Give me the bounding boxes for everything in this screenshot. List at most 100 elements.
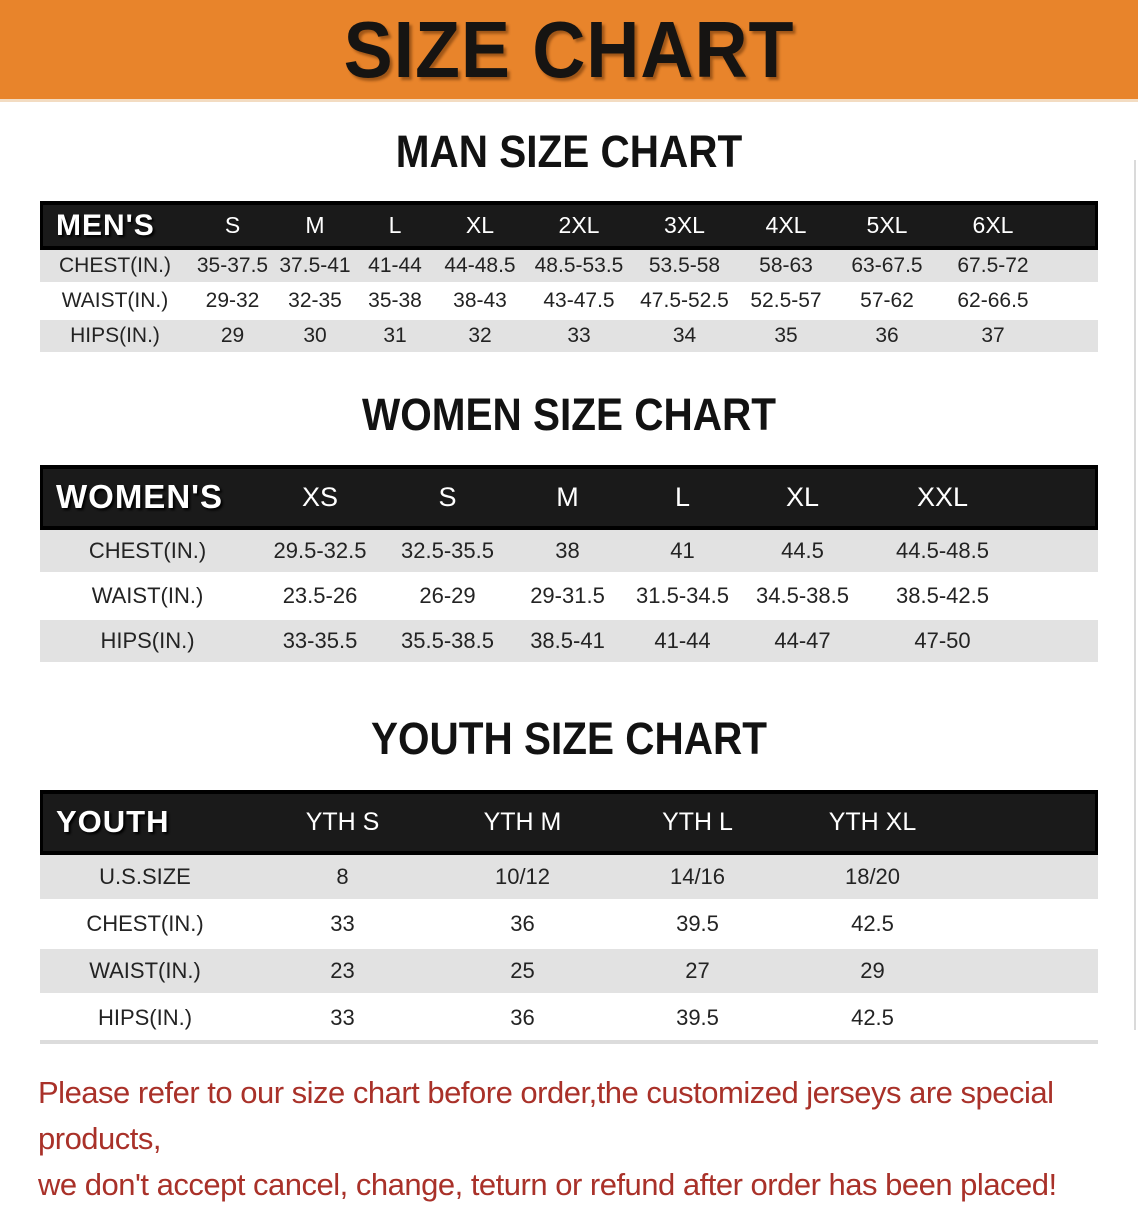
- table-row: WAIST(IN.) 23.5-26 26-29 29-31.5 31.5-34…: [40, 574, 1098, 620]
- table-group-label: MEN'S: [40, 201, 190, 251]
- disclaimer-line-2: we don't accept cancel, change, teturn o…: [38, 1166, 1057, 1202]
- cell-spacer: [1048, 320, 1098, 356]
- cell: 23.5-26: [255, 574, 385, 620]
- column-header: XS: [255, 464, 385, 530]
- youth-section: YOUTH SIZE CHART YOUTH YTH S YTH M YTH L…: [0, 714, 1138, 1044]
- cell: 29.5-32.5: [255, 529, 385, 575]
- row-label: HIPS(IN.): [40, 320, 190, 356]
- column-header: YTH M: [435, 789, 610, 855]
- cell: 39.5: [610, 995, 785, 1044]
- cell: 32: [435, 320, 525, 356]
- disclaimer: Please refer to our size chart before or…: [38, 1070, 1138, 1208]
- cell: 44.5: [740, 529, 865, 575]
- table-group-label: YOUTH: [40, 789, 250, 855]
- scan-artifact-line: [1134, 160, 1136, 1030]
- cell: 25: [435, 948, 610, 996]
- row-label: CHEST(IN.): [40, 250, 190, 286]
- table-group-label: WOMEN'S: [40, 464, 255, 530]
- table-row: CHEST(IN.) 33 36 39.5 42.5: [40, 901, 1098, 949]
- cell: 42.5: [785, 995, 960, 1044]
- disclaimer-line-1: Please refer to our size chart before or…: [38, 1074, 1054, 1156]
- cell: 31.5-34.5: [625, 574, 740, 620]
- cell: 48.5-53.5: [525, 250, 633, 286]
- column-header: S: [190, 201, 275, 251]
- column-header: 3XL: [633, 201, 736, 251]
- table-row: U.S.SIZE 8 10/12 14/16 18/20: [40, 854, 1098, 902]
- cell: 33: [250, 995, 435, 1044]
- cell: 10/12: [435, 854, 610, 902]
- cell: 37.5-41: [275, 250, 355, 286]
- row-label: CHEST(IN.): [40, 901, 250, 949]
- cell: 39.5: [610, 901, 785, 949]
- cell-spacer: [1020, 574, 1098, 620]
- cell: 32-35: [275, 285, 355, 321]
- banner: SIZE CHART: [0, 0, 1138, 102]
- cell: 38.5-42.5: [865, 574, 1020, 620]
- column-header: 4XL: [736, 201, 836, 251]
- cell: 38-43: [435, 285, 525, 321]
- cell: 26-29: [385, 574, 510, 620]
- women-header-row: WOMEN'S XS S M L XL XXL: [40, 464, 1098, 530]
- column-header: 5XL: [836, 201, 938, 251]
- cell: 44.5-48.5: [865, 529, 1020, 575]
- row-label: WAIST(IN.): [40, 948, 250, 996]
- cell: 29-32: [190, 285, 275, 321]
- cell: 35-38: [355, 285, 435, 321]
- cell: 53.5-58: [633, 250, 736, 286]
- cell: 36: [435, 995, 610, 1044]
- row-label: HIPS(IN.): [40, 995, 250, 1044]
- column-header: M: [510, 464, 625, 530]
- cell: 35: [736, 320, 836, 356]
- cell: 47-50: [865, 619, 1020, 665]
- cell: 42.5: [785, 901, 960, 949]
- table-row: HIPS(IN.) 33 36 39.5 42.5: [40, 995, 1098, 1044]
- cell: 38.5-41: [510, 619, 625, 665]
- cell: 33: [525, 320, 633, 356]
- table-row: HIPS(IN.) 29 30 31 32 33 34 35 36 37: [40, 320, 1098, 356]
- column-header: XL: [435, 201, 525, 251]
- table-row: CHEST(IN.) 29.5-32.5 32.5-35.5 38 41 44.…: [40, 529, 1098, 575]
- women-heading: WOMEN SIZE CHART: [362, 389, 776, 441]
- cell: 23: [250, 948, 435, 996]
- cell-spacer: [1048, 285, 1098, 321]
- row-label: U.S.SIZE: [40, 854, 250, 902]
- column-header: L: [355, 201, 435, 251]
- cell: 58-63: [736, 250, 836, 286]
- cell-spacer: [1020, 529, 1098, 575]
- column-header: XXL: [865, 464, 1020, 530]
- cell-spacer: [1020, 619, 1098, 665]
- cell: 41-44: [355, 250, 435, 286]
- column-header: L: [625, 464, 740, 530]
- cell: 33: [250, 901, 435, 949]
- cell: 32.5-35.5: [385, 529, 510, 575]
- cell: 67.5-72: [938, 250, 1048, 286]
- cell: 8: [250, 854, 435, 902]
- cell: 18/20: [785, 854, 960, 902]
- cell: 52.5-57: [736, 285, 836, 321]
- column-header: YTH XL: [785, 789, 960, 855]
- cell: 27: [610, 948, 785, 996]
- column-header: YTH L: [610, 789, 785, 855]
- cell: 43-47.5: [525, 285, 633, 321]
- column-header: XL: [740, 464, 865, 530]
- cell: 29-31.5: [510, 574, 625, 620]
- youth-header-row: YOUTH YTH S YTH M YTH L YTH XL: [40, 789, 1098, 855]
- column-header: S: [385, 464, 510, 530]
- cell: 36: [836, 320, 938, 356]
- cell: 57-62: [836, 285, 938, 321]
- table-row: HIPS(IN.) 33-35.5 35.5-38.5 38.5-41 41-4…: [40, 619, 1098, 665]
- cell: 47.5-52.5: [633, 285, 736, 321]
- cell: 44-48.5: [435, 250, 525, 286]
- row-label: WAIST(IN.): [40, 285, 190, 321]
- header-spacer: [960, 789, 1098, 855]
- cell-spacer: [960, 995, 1098, 1044]
- cell: 14/16: [610, 854, 785, 902]
- cell: 35.5-38.5: [385, 619, 510, 665]
- cell: 30: [275, 320, 355, 356]
- cell: 37: [938, 320, 1048, 356]
- column-header: M: [275, 201, 355, 251]
- cell: 31: [355, 320, 435, 356]
- cell-spacer: [960, 948, 1098, 996]
- table-row: CHEST(IN.) 35-37.5 37.5-41 41-44 44-48.5…: [40, 250, 1098, 286]
- women-size-table: WOMEN'S XS S M L XL XXL CHEST(IN.) 29.5-…: [40, 464, 1098, 665]
